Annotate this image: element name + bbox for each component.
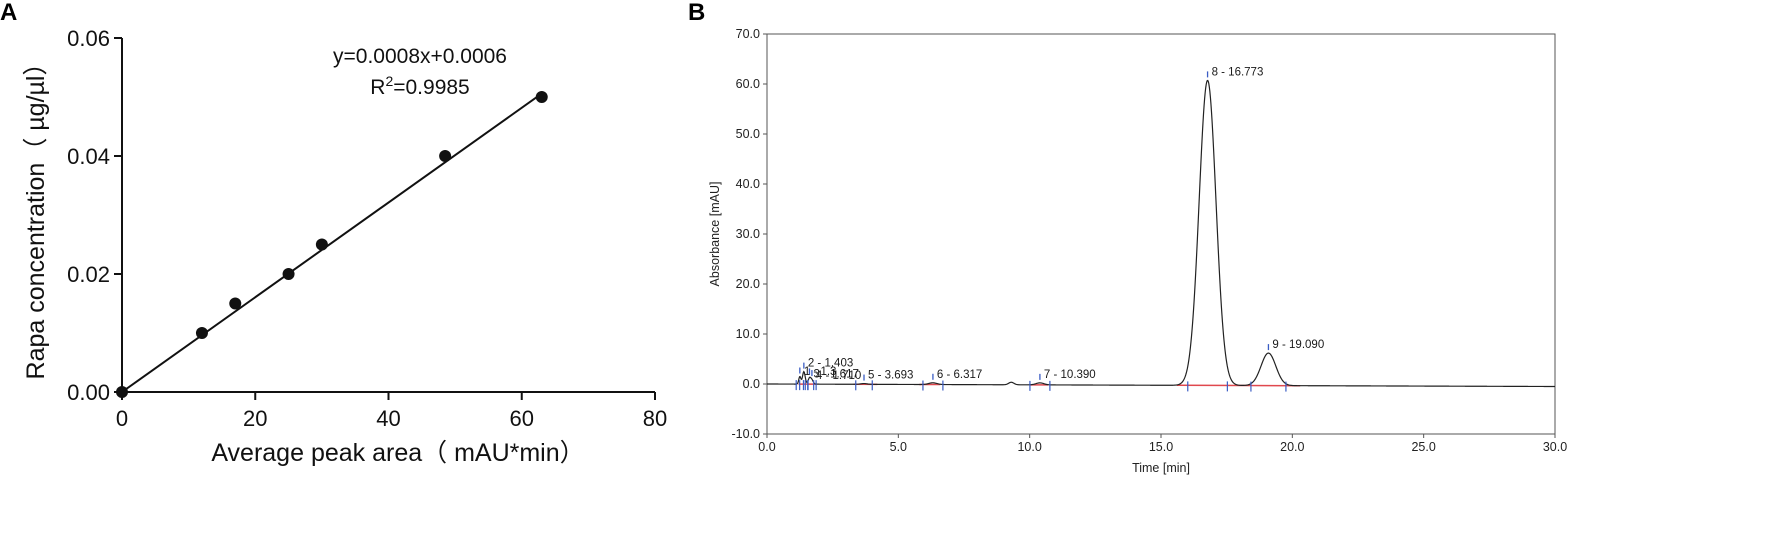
data-point (282, 268, 295, 280)
x-tick-label: 60 (510, 406, 534, 431)
r2-superscript: 2 (385, 73, 393, 89)
peak-label: 7 - 10.390 (1044, 369, 1096, 381)
r2-prefix: R (370, 76, 385, 99)
x-tick-label: 30.0 (1543, 440, 1567, 454)
x-axis-label: Time [min] (1132, 461, 1190, 475)
y-tick-label: 0.06 (67, 26, 110, 51)
y-tick-label: -10.0 (732, 427, 761, 441)
data-point (195, 327, 208, 339)
r-squared-annotation: R2=0.9985 (370, 73, 469, 99)
y-tick-label: 30.0 (736, 227, 760, 241)
x-tick-label: 20 (243, 406, 267, 431)
chromatogram-trace (767, 79, 1555, 388)
regression-equation: y=0.0008x+0.0006 (333, 45, 507, 68)
panel-b-letter: B (688, 0, 705, 26)
y-axis-label: Absorbance [mAU] (708, 182, 722, 287)
y-tick-label: 0.00 (67, 380, 110, 405)
peak-label: 2 - 1.403 (808, 358, 853, 370)
data-point (315, 238, 328, 251)
peak-label: 4 - 1.710 (816, 370, 861, 382)
data-point (439, 150, 452, 162)
r2-value: =0.9985 (393, 76, 470, 99)
x-tick-label: 15.0 (1149, 440, 1173, 454)
data-point (535, 91, 548, 103)
x-tick-label: 40 (376, 406, 400, 431)
peak-label: 6 - 6.317 (937, 369, 982, 381)
y-axis-label: Rapa concentration（ µg/µl） (22, 51, 50, 380)
calibration-chart: 0.00 0.02 0.04 0.06 0 20 40 60 80 Rapa concentr… (22, 26, 667, 467)
y-tick-label: 0.04 (67, 144, 110, 169)
x-tick-label: 10.0 (1017, 440, 1041, 454)
x-tick-label: 5.0 (890, 440, 907, 454)
x-tick-label: 20.0 (1280, 440, 1304, 454)
y-tick-label: 0.02 (67, 262, 110, 287)
peak-label: 5 - 3.693 (868, 370, 913, 382)
x-tick-label: 25.0 (1411, 440, 1435, 454)
chromatogram-chart: -10.00.010.020.030.040.050.060.070.0 0.0… (708, 27, 1567, 475)
x-axis-label: Average peak area（ mAU*min） (211, 439, 584, 467)
y-tick-label: 60.0 (736, 77, 760, 91)
data-point (229, 297, 242, 310)
x-tick-label: 0 (116, 406, 128, 431)
peak-label: 3 - 1.617 (813, 369, 858, 381)
y-tick-label: 10.0 (736, 327, 760, 341)
y-tick-label: 50.0 (736, 127, 760, 141)
x-tick-label: 80 (643, 406, 667, 431)
peak-label: 8 - 16.773 (1212, 66, 1264, 78)
y-tick-label: 40.0 (736, 177, 760, 191)
x-tick-label: 0.0 (758, 440, 775, 454)
y-tick-label: 20.0 (736, 277, 760, 291)
data-point (116, 386, 128, 398)
y-tick-label: 0.0 (743, 377, 760, 391)
y-tick-label: 70.0 (736, 27, 760, 41)
regression-line (121, 92, 543, 393)
peak-label: 9 - 19.090 (1272, 339, 1324, 351)
peak-label: 1 - 1.3 (804, 366, 837, 378)
panel-a-letter: A (0, 0, 17, 26)
